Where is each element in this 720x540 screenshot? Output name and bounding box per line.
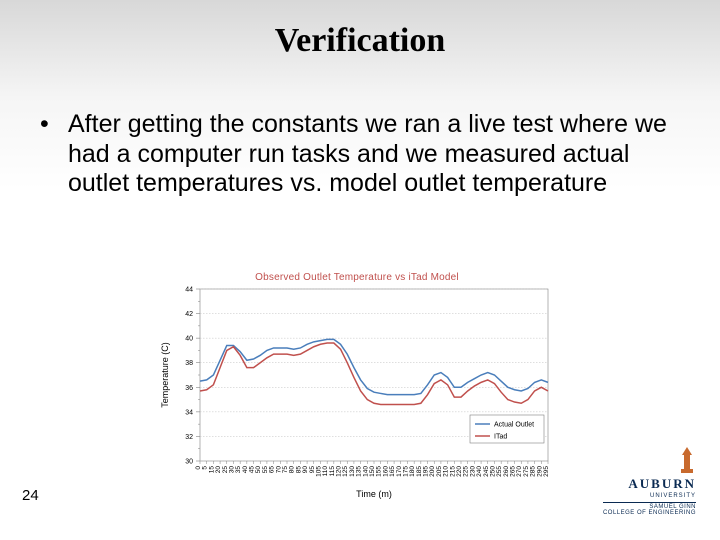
footer-wordmark: AUBURN [603,476,696,492]
slide-number: 24 [22,487,39,504]
svg-text:295: 295 [543,466,550,477]
footer-divider [603,502,696,503]
svg-text:38: 38 [185,360,193,367]
svg-text:42: 42 [185,311,193,318]
svg-text:34: 34 [185,409,193,416]
slide-title: Verification [0,0,720,60]
svg-text:Time (m): Time (m) [356,489,392,499]
chart-title: Observed Outlet Temperature vs iTad Mode… [156,270,558,283]
bullet-1: After getting the constants we ran a liv… [68,110,672,199]
svg-text:32: 32 [185,434,193,441]
svg-text:ITad: ITad [494,434,507,441]
footer-logo: AUBURN UNIVERSITY SAMUEL GINN COLLEGE OF… [603,447,696,516]
chart-container: Observed Outlet Temperature vs iTad Mode… [156,270,558,502]
footer-wordmark-sub: UNIVERSITY [603,493,696,499]
svg-text:44: 44 [185,287,193,294]
line-chart: 3032343638404244051520253035404550556570… [156,283,558,501]
svg-text:30: 30 [185,459,193,466]
svg-text:Actual Outlet: Actual Outlet [494,422,534,429]
svg-text:40: 40 [185,336,193,343]
svg-text:Temperature (C): Temperature (C) [160,342,170,408]
svg-text:36: 36 [185,385,193,392]
auburn-tower-icon [678,447,696,473]
footer-college-2: COLLEGE OF ENGINEERING [603,510,696,516]
body-text: After getting the constants we ran a liv… [40,110,680,199]
